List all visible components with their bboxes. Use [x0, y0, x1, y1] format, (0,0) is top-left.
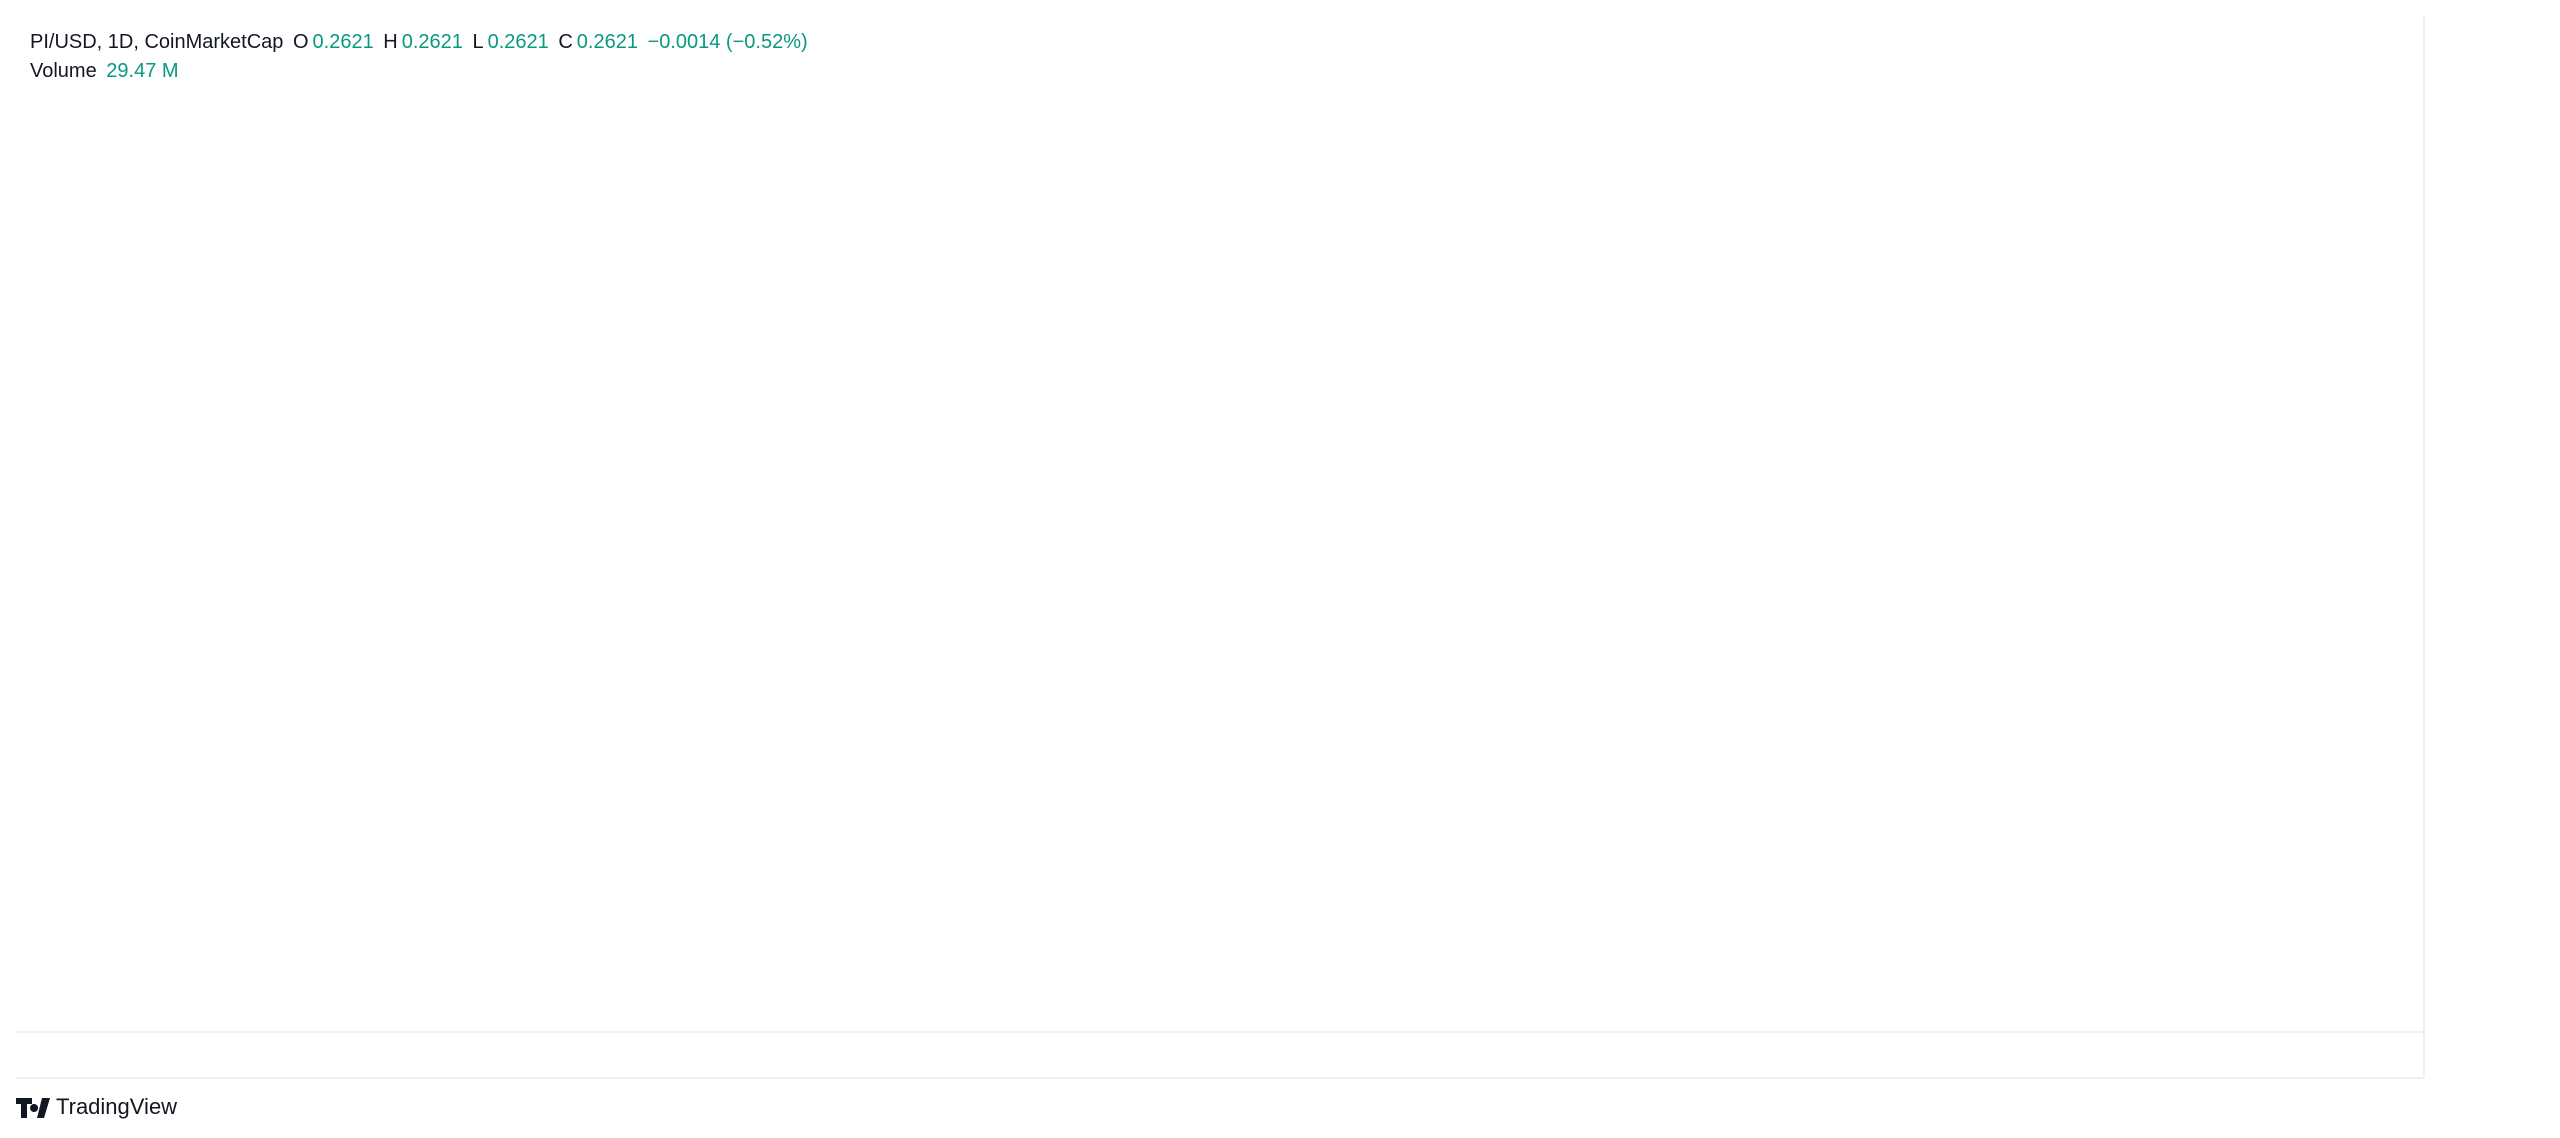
brand: TradingView — [56, 1094, 177, 1119]
symbol: PI/USD, 1D, CoinMarketCap — [30, 31, 284, 53]
legend: PI/USD, 1D, CoinMarketCap O 0.2621 H 0.262… — [30, 28, 812, 86]
ohlc-value: 0.2621 — [487, 31, 549, 53]
logo: TradingView — [16, 1094, 177, 1119]
volume-value: 29.47 M — [106, 60, 179, 82]
ohlc-value: 0.2621 — [401, 31, 463, 53]
ohlc-value: 0.2621 — [312, 31, 374, 53]
ohlc-value: 0.2621 — [576, 31, 638, 53]
ohlc-label: C — [558, 31, 573, 53]
ohlc-label: O — [292, 31, 309, 53]
ohlc-label: H — [383, 31, 398, 53]
volume-label: Volume — [30, 60, 97, 82]
change: −0.0014 (−0.52%) — [647, 31, 808, 53]
ohlc-label: L — [472, 31, 484, 53]
